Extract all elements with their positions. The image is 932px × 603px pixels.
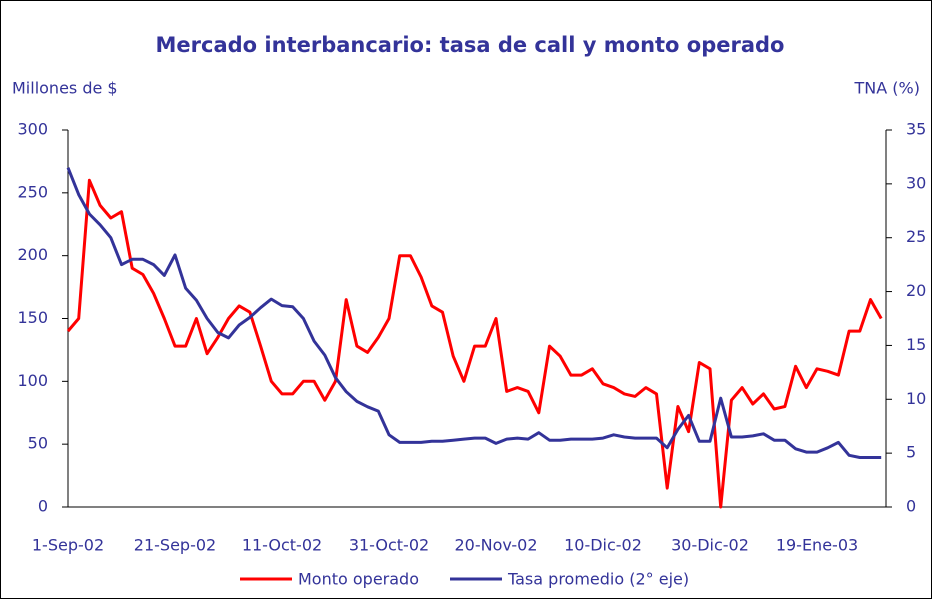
y2-tick-label: 25	[906, 227, 926, 246]
x-tick-label: 11-Oct-02	[242, 536, 322, 555]
y-tick-label: 200	[17, 245, 48, 264]
y-tick-label: 50	[28, 434, 48, 453]
x-tick-label: 21-Sep-02	[134, 536, 216, 555]
x-tick-label: 19-Ene-03	[776, 536, 858, 555]
y2-tick-label: 10	[906, 389, 926, 408]
y-tick-label: 150	[17, 308, 48, 327]
y-tick-label: 300	[17, 120, 48, 139]
y2-tick-label: 5	[906, 443, 916, 462]
x-tick-label: 31-Oct-02	[349, 536, 429, 555]
legend-label: Tasa promedio (2° eje)	[507, 570, 689, 589]
x-tick-label: 20-Nov-02	[454, 536, 537, 555]
y2-axis-label: TNA (%)	[854, 79, 920, 98]
y-tick-label: 0	[38, 497, 48, 516]
y2-tick-label: 35	[906, 120, 926, 139]
y2-tick-label: 30	[906, 173, 926, 192]
y-tick-label: 250	[17, 182, 48, 201]
y2-tick-label: 15	[906, 335, 926, 354]
y-tick-label: 100	[17, 371, 48, 390]
chart-title: Mercado interbancario: tasa de call y mo…	[156, 33, 785, 57]
series-line	[66, 167, 882, 459]
x-tick-label: 1-Sep-02	[32, 536, 104, 555]
series-line	[66, 178, 883, 509]
legend-label: Monto operado	[298, 570, 419, 589]
y-axis-label: Millones de $	[12, 79, 118, 98]
x-tick-label: 10-Dic-02	[564, 536, 642, 555]
y2-tick-label: 0	[906, 497, 916, 516]
x-tick-label: 30-Dic-02	[671, 536, 749, 555]
y2-tick-label: 20	[906, 281, 926, 300]
